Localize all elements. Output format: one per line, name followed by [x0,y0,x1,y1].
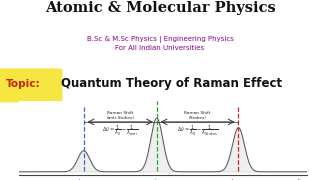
Text: $\Delta\bar{\nu} = \dfrac{1}{\lambda_0} - \dfrac{1}{\lambda_{anti}}$: $\Delta\bar{\nu} = \dfrac{1}{\lambda_0} … [102,123,138,138]
Text: Quantum Theory of Raman Effect: Quantum Theory of Raman Effect [61,77,282,90]
Text: $\lambda_{Stokes}$: $\lambda_{Stokes}$ [230,177,247,180]
Text: B.Sc & M.Sc Physics | Engineering Physics
For All Indian Universities: B.Sc & M.Sc Physics | Engineering Physic… [87,36,233,51]
Text: $\lambda$: $\lambda$ [296,177,301,180]
Text: Raman Shift
(Stokes): Raman Shift (Stokes) [184,111,211,120]
Text: $\lambda_{anti}$: $\lambda_{anti}$ [77,177,90,180]
Text: $\lambda_0$: $\lambda_0$ [153,177,161,180]
FancyBboxPatch shape [0,68,62,102]
Text: Atomic & Molecular Physics: Atomic & Molecular Physics [44,1,276,15]
Text: $\Delta\bar{\nu} = \dfrac{1}{\lambda_0} - \dfrac{1}{\lambda_{Stokes}}$: $\Delta\bar{\nu} = \dfrac{1}{\lambda_0} … [177,123,218,138]
Text: Raman Shift
(anti-Stokes): Raman Shift (anti-Stokes) [106,111,134,120]
Text: Topic:: Topic: [6,79,40,89]
